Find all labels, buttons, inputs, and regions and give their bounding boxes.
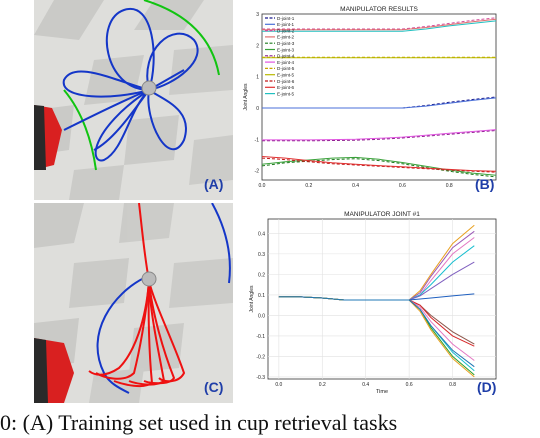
y-tick-label: -0.2 <box>256 354 265 360</box>
scene-a-svg <box>34 0 233 200</box>
y-tick-label: -0.1 <box>256 334 265 340</box>
series-line <box>278 296 475 368</box>
series-line <box>262 129 497 141</box>
legend-label: D-joint-6 <box>277 79 295 84</box>
blue-arc-bottom <box>96 277 145 394</box>
x-tick-label: 0.0 <box>275 382 282 388</box>
chart-title: MANIPULATOR RESULTS <box>340 6 418 13</box>
blue-arc-top <box>211 203 231 284</box>
green-arc-top <box>143 0 220 76</box>
blue-trajectories <box>62 7 199 162</box>
panel-d-chart: MANIPULATOR JOINT #1 -0.3 -0.2 -0.1 0.0 0.1 0.… <box>234 203 506 403</box>
y-tick-label: -2 <box>255 169 260 175</box>
series-line <box>262 97 497 109</box>
legend-label: D-joint-5 <box>277 66 295 71</box>
x-tick-label: 0.2 <box>319 382 326 388</box>
legend-label: E-joint-5 <box>277 73 295 78</box>
x-tick-label: 0.6 <box>399 183 406 189</box>
y-axis-label: Joint Angles <box>249 285 255 312</box>
series-line <box>262 18 497 31</box>
y-tick-label: 0.3 <box>258 252 265 258</box>
y-tick-label: 2 <box>256 43 259 49</box>
series-line <box>261 157 497 173</box>
x-tick-label: 0.8 <box>449 382 456 388</box>
legend-label: D-joint-3 <box>277 41 295 46</box>
x-tick-label: 0.0 <box>259 183 266 189</box>
x-tick-label: 0.4 <box>362 382 369 388</box>
legend-label: E-joint-4 <box>277 60 295 65</box>
series-line <box>261 156 497 172</box>
legend-label: E-joint-1 <box>277 22 295 27</box>
figure-caption: 0: (A) Training set used in cup retrieva… <box>0 410 398 435</box>
cup-target <box>141 80 157 96</box>
legend-label: D-joint-4 <box>277 54 295 59</box>
legend-label: E-joint-2 <box>277 35 295 40</box>
y-tick-label: 0.2 <box>258 272 265 278</box>
legend-label: E-joint-6 <box>277 85 295 90</box>
panel-c-label: (C) <box>204 379 224 395</box>
x-tick-label: 0.8 <box>446 183 453 189</box>
legend-label: D-joint-1 <box>277 16 295 21</box>
y-tick-label: -0.3 <box>256 375 265 381</box>
y-tick-label: 0 <box>256 106 259 112</box>
series-line <box>262 17 497 30</box>
x-axis-label: Time <box>376 389 388 395</box>
panel-b-label: (B) <box>475 176 495 192</box>
y-axis-label: Joint Angles <box>243 83 249 110</box>
chart-title: MANIPULATOR JOINT #1 <box>344 211 420 218</box>
scene-c-svg <box>34 203 233 403</box>
chart-b-svg: MANIPULATOR RESULTS -2 -1 0 1 2 3 0.0 0.2 0.4 0.6 0… <box>243 6 497 189</box>
legend-label: E-joint-5 <box>277 91 295 96</box>
y-tick-label: 0.1 <box>258 293 265 299</box>
x-tick-label: 0.2 <box>305 183 312 189</box>
legend-label: E-joint-3 <box>277 47 295 52</box>
panel-b-chart: MANIPULATOR RESULTS -2 -1 0 1 2 3 0.0 0.2 0.4 0.6 0… <box>234 0 506 200</box>
plot-area <box>267 218 497 380</box>
panel-a-training-scene: (A) <box>34 0 233 200</box>
y-tick-label: 1 <box>256 75 259 81</box>
series-line <box>261 158 497 178</box>
plot-area <box>261 13 497 181</box>
series-line <box>261 156 497 176</box>
x-tick-label: 0.4 <box>352 183 359 189</box>
robot-base-c <box>34 338 74 403</box>
y-tick-label: 0.0 <box>258 313 265 319</box>
robot-base-a <box>34 105 62 170</box>
series-line <box>262 130 497 142</box>
legend-label: D-joint-2 <box>277 28 295 33</box>
panel-c-training-scene: (C) <box>34 203 233 403</box>
panel-a-label: (A) <box>204 176 224 192</box>
green-arc-bottom <box>63 89 97 171</box>
chart-d-svg: MANIPULATOR JOINT #1 -0.3 -0.2 -0.1 0.0 0.1 0.… <box>249 211 497 395</box>
floor-checkers <box>34 0 233 200</box>
y-tick-label: 0.4 <box>258 231 265 237</box>
y-tick-label: 3 <box>256 12 259 18</box>
panel-d-label: (D) <box>477 379 497 395</box>
cup-target-c <box>141 271 157 287</box>
series-line <box>262 20 497 32</box>
x-tick-label: 0.6 <box>406 382 413 388</box>
y-tick-label: -1 <box>255 137 260 143</box>
